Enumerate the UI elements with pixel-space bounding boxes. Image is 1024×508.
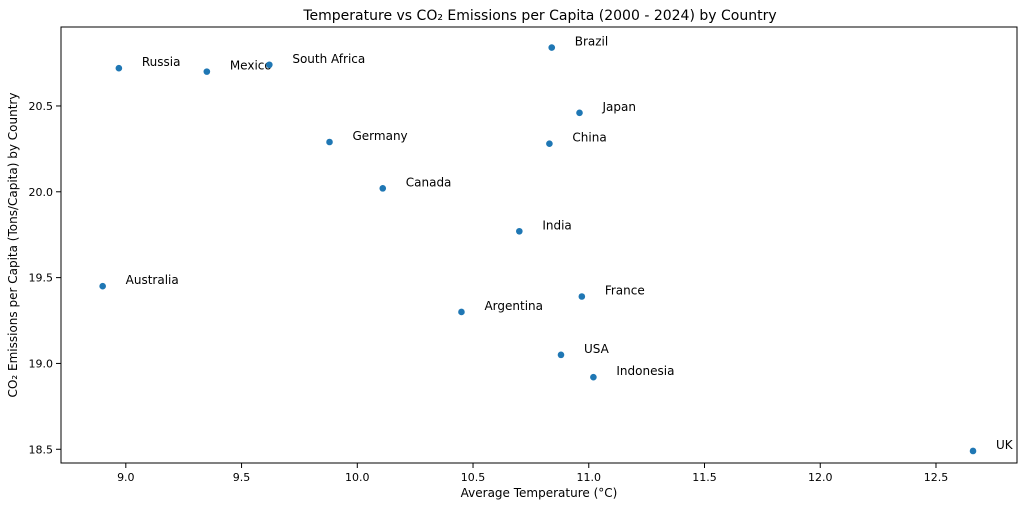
data-point [548, 44, 556, 51]
data-point-label: Canada [406, 175, 452, 189]
x-tick-label: 11.5 [692, 471, 717, 484]
data-point [203, 68, 211, 75]
data-point-label: Japan [602, 100, 636, 114]
data-point-label: Argentina [484, 299, 543, 313]
data-point-label: Russia [142, 55, 181, 69]
x-tick-label: 9.5 [233, 471, 251, 484]
data-point [578, 293, 586, 300]
data-point-label: France [605, 283, 645, 297]
data-point-label: India [542, 218, 571, 232]
data-point [546, 140, 553, 148]
y-tick-label: 20.5 [29, 100, 54, 113]
y-tick-label: 19.0 [29, 357, 54, 370]
y-axis-label: CO₂ Emissions per Capita (Tons/Capita) b… [6, 93, 20, 398]
data-point-label: Mexico [230, 59, 272, 73]
data-point [576, 109, 583, 117]
x-axis: 9.0 9.5 10.0 10.5 11.0 11.5 12.0 12.5 [117, 463, 948, 484]
data-point-label: Australia [126, 273, 179, 287]
data-point-label: UK [996, 438, 1014, 452]
y-tick-label: 18.5 [29, 443, 54, 456]
data-point [99, 282, 106, 290]
data-point [326, 138, 333, 146]
data-point [969, 447, 977, 455]
x-tick-label: 12.5 [924, 471, 949, 484]
data-point [516, 227, 523, 235]
x-tick-label: 11.0 [577, 471, 602, 484]
x-axis-label: Average Temperature (°C) [461, 486, 618, 500]
y-tick-label: 19.5 [29, 272, 54, 285]
data-points: Brazil Russia Mexico South Africa Japan Germa… [99, 35, 1014, 455]
data-point [458, 308, 465, 316]
data-point-label: Indonesia [616, 364, 674, 378]
x-tick-label: 10.0 [345, 471, 370, 484]
y-tick-label: 20.0 [29, 186, 54, 199]
chart-title: Temperature vs CO₂ Emissions per Capita … [302, 8, 776, 24]
plot-frame [60, 26, 1018, 464]
data-point [266, 61, 273, 69]
data-point-label: Brazil [575, 35, 609, 49]
data-point-label: USA [584, 342, 610, 356]
data-point-label: South Africa [292, 52, 365, 66]
x-tick-label: 12.0 [808, 471, 833, 484]
data-point-label: China [572, 131, 606, 145]
data-point [115, 64, 123, 72]
data-point [557, 351, 565, 359]
y-axis: 18.5 19.0 19.5 20.0 20.5 [29, 100, 61, 456]
data-point [379, 185, 387, 192]
data-point-label: Germany [353, 129, 408, 143]
x-tick-label: 10.5 [461, 471, 486, 484]
x-tick-label: 9.0 [117, 471, 135, 484]
data-point [590, 373, 597, 381]
